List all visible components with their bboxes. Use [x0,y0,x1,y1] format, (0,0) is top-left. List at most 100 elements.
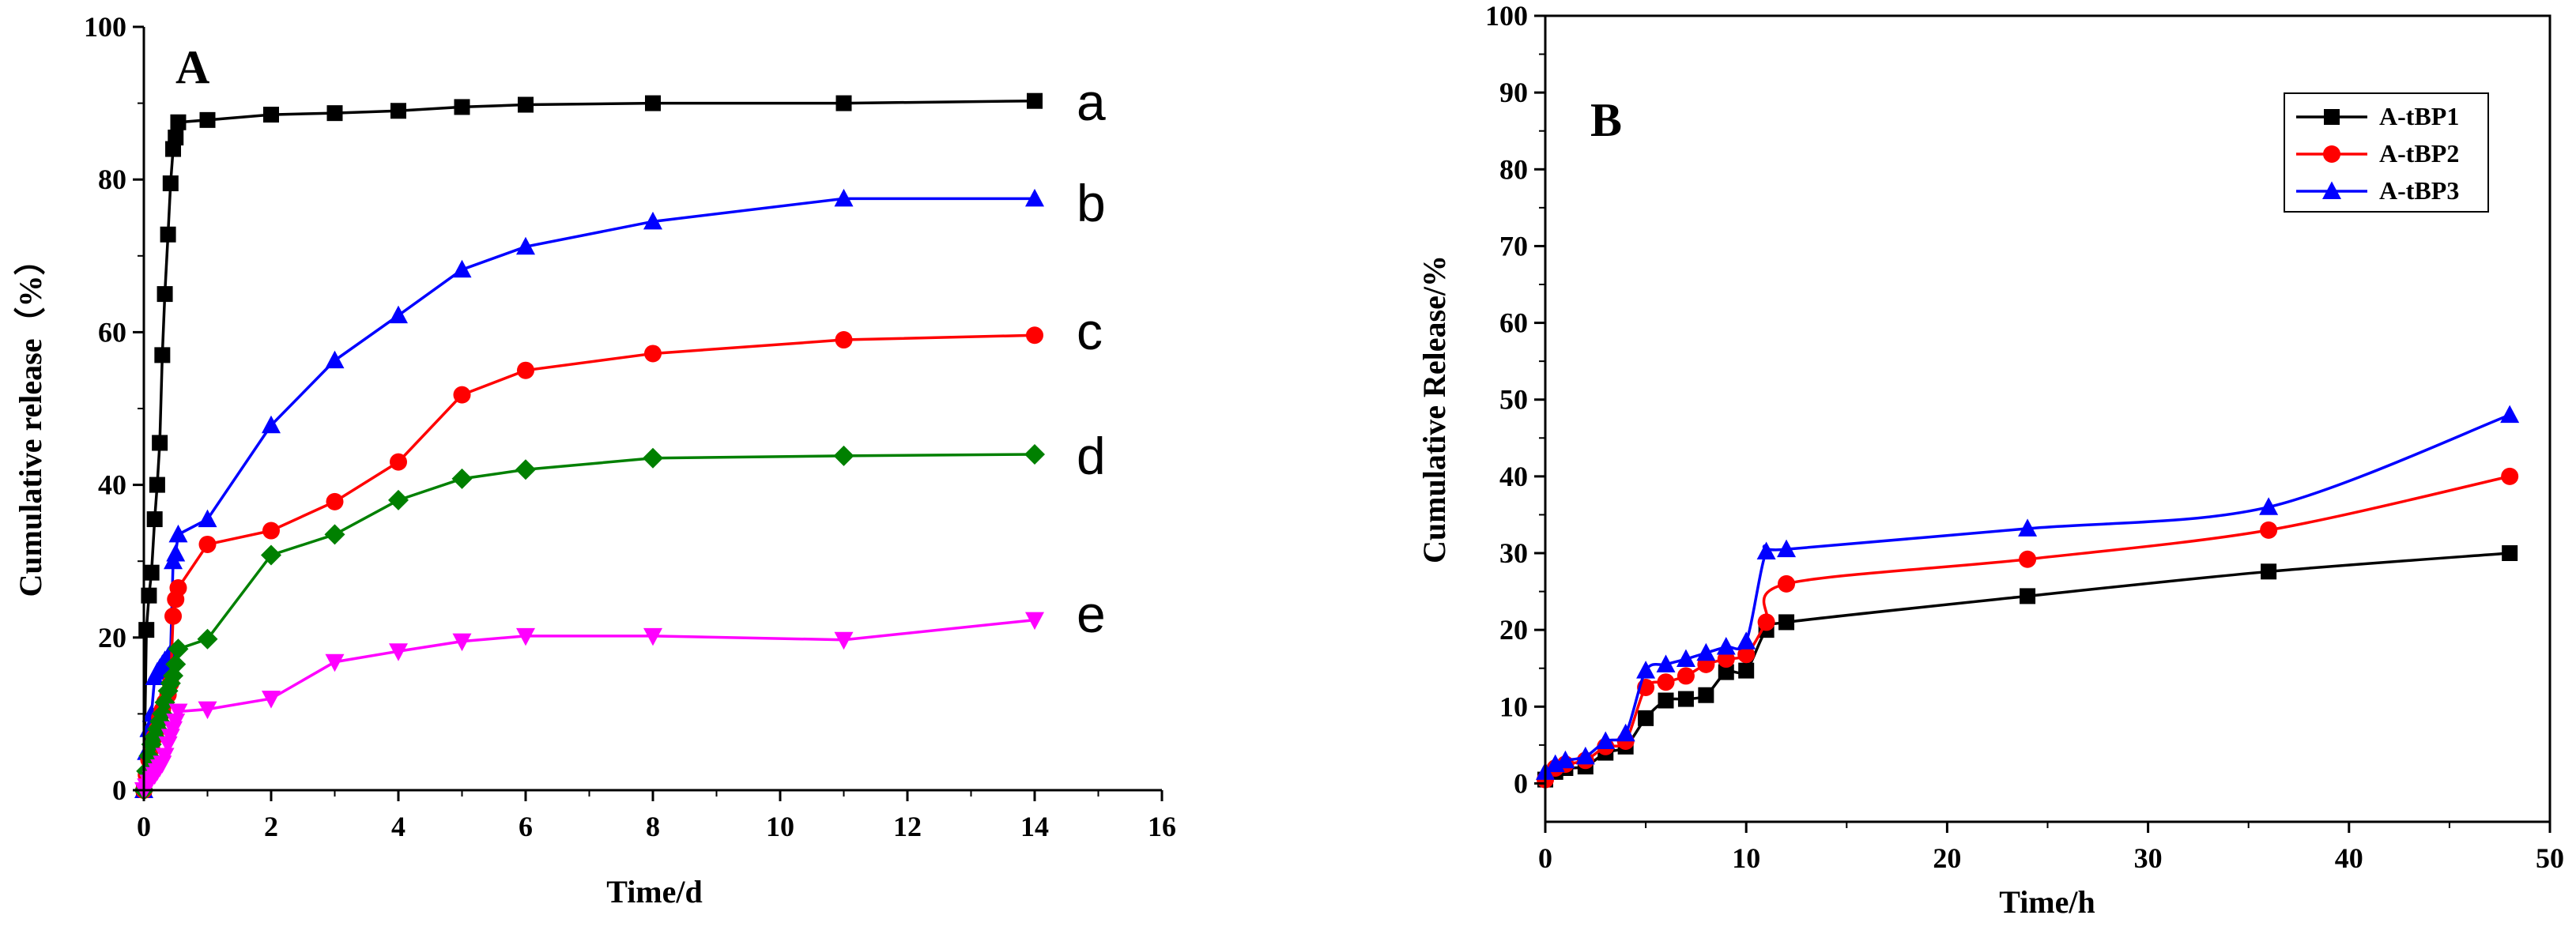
data-point-a-1 [138,622,155,638]
data-point-A-tBP1-15 [2261,563,2277,580]
data-point-A-tBP1-9 [1698,687,1714,703]
data-point-c-19 [517,361,534,379]
y-tick-label-50: 50 [1499,384,1528,416]
panel-a-x-axis-title: Time/d [606,874,703,910]
data-point-d-13 [168,638,189,660]
legend-label-a-tbp3: A-tBP3 [2379,176,2459,205]
data-point-b-17 [389,305,408,324]
x-tick-label-50: 50 [2536,842,2564,874]
data-point-A-tBP1-6 [1638,710,1654,726]
data-point-c-11 [164,607,183,625]
data-point-A-tBP1-13 [1778,614,1795,631]
data-point-c-21 [835,331,853,349]
data-point-a-9 [160,226,176,243]
data-point-b-21 [834,188,854,207]
data-point-d-14 [197,628,218,650]
data-point-A-tBP3-15 [2259,497,2279,515]
data-point-d-16 [324,524,345,545]
x-tick-label-0: 0 [137,811,151,842]
data-point-e-22 [1025,612,1044,631]
data-point-A-tBP2-12 [1757,613,1775,631]
x-tick-label-40: 40 [2335,842,2363,874]
series-letter-b: b [1077,174,1106,232]
panel-a-y-axis-title: Cumulative release（%） [13,244,48,597]
data-point-a-7 [154,347,171,363]
data-point-b-14 [198,509,217,528]
y-tick-label-10: 10 [1499,691,1528,722]
data-point-e-17 [389,643,408,661]
data-point-d-19 [515,459,536,480]
legend-label-a-tbp1: A-tBP1 [2379,102,2459,130]
data-point-A-tBP3-3 [1575,746,1595,765]
data-point-a-13 [170,114,187,130]
y-tick-label-20: 20 [98,622,126,653]
data-point-A-tBP2-8 [1676,667,1695,685]
data-point-a-16 [326,105,343,122]
data-point-e-8 [155,748,175,766]
x-tick-label-0: 0 [1538,842,1552,874]
data-point-b-15 [262,415,281,434]
data-point-A-tBP2-15 [2260,521,2278,539]
data-point-A-tBP2-10 [1717,650,1735,668]
data-point-A-tBP1-14 [2020,588,2036,604]
data-point-c-14 [198,535,217,553]
data-point-a-21 [835,95,852,111]
x-tick-label-12: 12 [893,811,922,842]
data-point-b-19 [516,236,535,255]
data-point-e-16 [325,653,345,672]
series-letter-a: a [1077,73,1106,131]
data-point-c-20 [644,345,662,363]
data-point-e-19 [516,627,535,646]
data-point-e-18 [452,633,472,652]
y-tick-label-70: 70 [1499,230,1528,262]
data-point-a-18 [454,99,470,115]
y-tick-label-20: 20 [1499,614,1528,646]
data-point-a-12 [168,130,184,146]
y-tick-label-30: 30 [1499,537,1528,569]
data-point-A-tBP1-11 [1738,662,1755,679]
data-point-A-tBP3-9 [1696,642,1716,661]
data-point-A-tBP3-14 [2018,518,2038,537]
data-point-d-15 [261,544,281,566]
y-tick-label-80: 80 [1499,153,1528,185]
y-tick-label-0: 0 [1514,767,1528,799]
data-point-a-19 [518,96,534,113]
legend-label-a-tbp2: A-tBP2 [2379,139,2459,168]
y-tick-label-80: 80 [98,164,126,195]
legend-marker-A-tBP3 [2322,181,2341,199]
y-tick-label-0: 0 [112,774,126,806]
data-point-d-18 [451,468,473,489]
data-point-a-10 [162,175,179,192]
data-point-A-tBP3-16 [2500,405,2520,424]
data-point-d-17 [388,489,409,510]
data-point-b-16 [325,350,345,369]
panel-b-x-axis-title: Time/h [1999,884,2095,920]
data-point-a-8 [157,286,173,303]
panel-b-axes: 0 10 20 30 40 50 0 10 20 30 40 50 60 70 80 90 100 [1485,0,2564,874]
data-point-A-tBP3-11 [1737,631,1756,650]
legend-entries [2296,109,2367,199]
data-point-a-3 [143,564,160,581]
data-point-c-16 [326,492,344,510]
x-tick-label-6: 6 [519,811,533,842]
panel-b: 0 10 20 30 40 50 0 10 20 30 40 50 60 70 80 90 100 B A-tB… [1416,0,2564,920]
data-point-b-20 [643,211,662,230]
panel-a-series [134,92,1045,800]
panel-b-y-axis-title: Cumulative Release/% [1416,255,1452,563]
data-point-A-tBP1-10 [1718,664,1734,680]
data-point-e-12 [166,714,186,732]
y-tick-label-60: 60 [1499,307,1528,339]
y-tick-label-40: 40 [98,469,126,501]
data-point-d-20 [643,447,663,469]
data-point-e-13 [168,703,188,722]
y-tick-label-100: 100 [84,11,126,43]
panel-a-axes: 0 2 4 6 8 10 12 14 16 0 20 40 60 80 100 [84,11,1176,842]
data-point-c-13 [169,579,187,597]
data-point-A-tBP3-2 [1556,750,1575,769]
data-point-a-22 [1027,92,1043,109]
x-tick-label-10: 10 [766,811,794,842]
data-point-c-18 [453,386,471,404]
data-point-A-tBP2-11 [1737,646,1756,664]
data-point-A-tBP3-8 [1676,649,1695,668]
